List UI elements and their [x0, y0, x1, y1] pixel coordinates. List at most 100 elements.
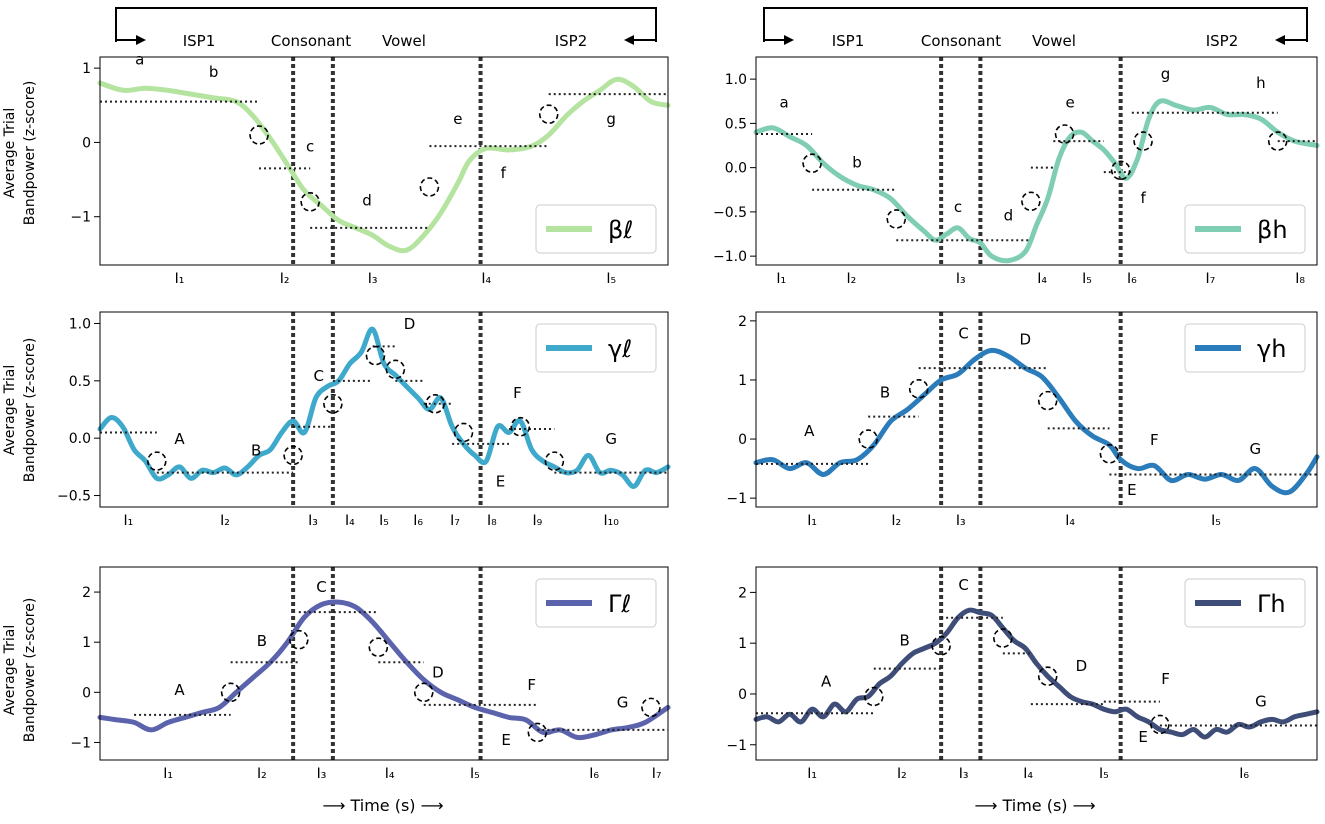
series-line-Gamma_l	[97, 599, 671, 741]
interval-label: I₂	[220, 513, 230, 529]
ylabel-line2: Bandpower (z-score)	[22, 81, 38, 226]
segment-annotation: A	[174, 681, 185, 699]
segment-annotation: E	[1127, 481, 1136, 499]
interval-label: I₄	[481, 271, 491, 287]
change-point-circle	[510, 416, 531, 437]
segment-annotation: B	[257, 632, 267, 650]
segment-annotation: e	[1066, 93, 1075, 111]
segment-annotation: F	[1150, 431, 1159, 449]
interval-label: I₄	[345, 513, 355, 529]
change-point-circle	[931, 635, 951, 656]
change-point-circle	[527, 722, 548, 743]
change-point-circle	[1099, 444, 1120, 464]
segment-annotation: D	[404, 315, 416, 333]
y-tick-label: 1	[82, 635, 91, 651]
interval-label: I₅	[1211, 513, 1221, 529]
interval-label: I₇	[652, 766, 662, 782]
header-consonant-right: Consonant	[921, 32, 1001, 50]
interval-label: I₃	[368, 271, 378, 287]
change-point-circle	[886, 209, 907, 229]
interval-label: I₂	[891, 513, 901, 529]
segment-annotation: g	[1161, 65, 1171, 83]
xlabel-left: ⟶ Time (s) ⟶	[322, 796, 443, 815]
change-point-circle	[1021, 191, 1041, 212]
legend-label: βℓ	[608, 216, 633, 244]
interval-label: I₆	[1239, 766, 1249, 782]
xlabel-right: ⟶ Time (s) ⟶	[974, 796, 1095, 815]
header-isp2: ISP2	[555, 32, 588, 50]
y-tick-label: 0	[738, 687, 747, 703]
legend-box	[535, 578, 657, 628]
legend-label: βh	[1257, 216, 1288, 244]
series-line-beta_l	[97, 76, 671, 254]
change-point-circle	[453, 422, 474, 443]
segment-annotation: F	[527, 676, 536, 694]
panel-beta_h: −1.0 −0.5 0.0 0.5 1.0 a b c d e f g h I₁ I₂ I₃ I₄ I₅ I₆ I₇ I…	[713, 56, 1320, 287]
header-isp2-right: ISP2	[1206, 32, 1239, 50]
interval-label: I₈	[1295, 271, 1305, 287]
change-point-circle	[365, 345, 386, 366]
axes-frame	[99, 56, 669, 266]
segment-annotation: a	[135, 50, 144, 68]
y-tick-label: 0.5	[725, 116, 747, 132]
interval-label: I₄	[385, 766, 395, 782]
change-point-circle	[425, 393, 445, 414]
change-point-circle	[323, 393, 343, 414]
interval-label: I₃	[956, 513, 966, 529]
change-point-circle	[413, 682, 434, 703]
change-point-circle	[802, 153, 822, 174]
header-isp1: ISP1	[183, 32, 216, 50]
interval-label: I₃	[959, 766, 969, 782]
segment-annotation: B	[251, 441, 261, 459]
header-bracket-left	[115, 7, 657, 42]
change-point-circle	[419, 177, 440, 197]
segment-annotation: A	[804, 422, 815, 440]
interval-label: I₆	[589, 766, 599, 782]
segment-annotation: f	[1140, 189, 1146, 207]
y-tick-label: −0.5	[57, 489, 91, 505]
y-tick-label: 1	[738, 636, 747, 652]
interval-label: I₃	[956, 271, 966, 287]
y-tick-label: −1	[70, 735, 91, 751]
segment-annotation: F	[1161, 670, 1170, 688]
axes-frame	[99, 311, 669, 508]
series-line-Gamma_h	[753, 607, 1320, 740]
segment-annotation: G	[605, 430, 617, 448]
isp1-arrow-icon	[136, 35, 146, 45]
y-tick-label: 2	[738, 314, 747, 330]
change-point-circle	[1150, 714, 1170, 735]
segment-annotation: g	[606, 110, 616, 128]
ylabel-line1: Average Trial	[2, 108, 18, 199]
panel-beta_l: −1 0 1 a b c d e f g I₁ I₂ I₃ I₄ I₅ βℓ	[70, 50, 671, 287]
change-point-circle	[908, 379, 929, 399]
header-right: ISP1 Consonant Vowel ISP2	[763, 7, 1308, 50]
interval-label: I₄	[1037, 271, 1047, 287]
change-point-circle	[288, 629, 309, 650]
y-tick-label: 2	[82, 585, 91, 601]
series-line-gamma_l	[97, 326, 671, 489]
y-tick-label: 1	[738, 373, 747, 389]
interval-label: I₅	[606, 271, 616, 287]
interval-label: I₅	[379, 513, 389, 529]
y-tick-label: 0	[82, 685, 91, 701]
ylabel-line1: Average Trial	[2, 625, 18, 716]
segment-annotation: E	[501, 731, 510, 749]
interval-label: I₂	[257, 766, 267, 782]
change-point-circle	[1037, 390, 1058, 411]
isp1-arrow-icon-right	[784, 35, 794, 45]
legend-label: γℓ	[608, 335, 632, 363]
change-point-circle	[1133, 131, 1153, 151]
segment-annotation: a	[779, 93, 788, 111]
segment-annotation: e	[453, 110, 462, 128]
interval-label: I₇	[450, 513, 460, 529]
change-point-circle	[1110, 160, 1131, 181]
header-bracket-right	[763, 7, 1308, 42]
segment-annotation: D	[432, 663, 444, 681]
segment-annotation: E	[1138, 728, 1147, 746]
interval-label: I₈	[487, 513, 497, 529]
interval-label: I₇	[1206, 271, 1216, 287]
ylabel-line1: Average Trial	[2, 365, 18, 456]
interval-label: I₁₀	[604, 513, 620, 529]
y-tick-label: −1	[726, 738, 747, 754]
